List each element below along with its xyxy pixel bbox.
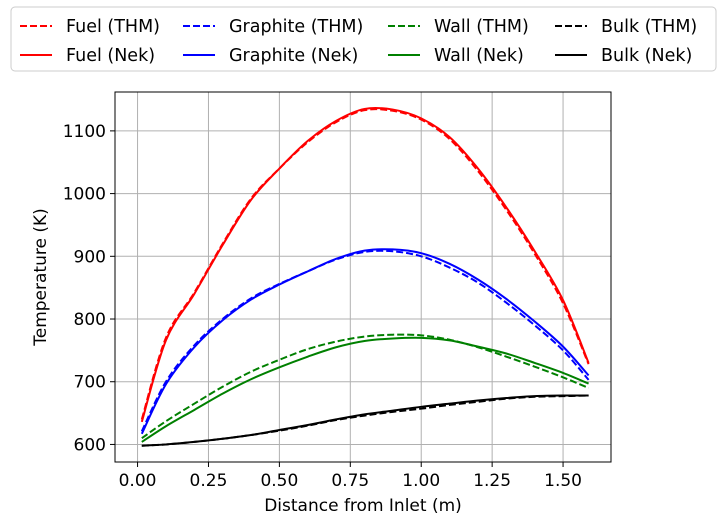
legend-label-wall-nek: Wall (Nek) bbox=[434, 46, 524, 66]
series-line-bulk-nek bbox=[141, 394, 589, 447]
legend-label-fuel-thm: Fuel (THM) bbox=[66, 17, 160, 37]
y-axis: 600 700 800 900 1000 1100 bbox=[63, 122, 115, 455]
legend-label-graphite-thm: Graphite (THM) bbox=[229, 17, 363, 37]
y-tick-label: 1000 bbox=[63, 185, 106, 205]
x-tick-label: 0.50 bbox=[260, 471, 298, 491]
series-line-graphite-thm bbox=[140, 249, 590, 432]
legend-label-fuel-nek: Fuel (Nek) bbox=[66, 46, 155, 66]
y-tick-label: 700 bbox=[74, 373, 106, 393]
x-tick-label: 0.75 bbox=[331, 471, 369, 491]
x-tick-label: 0.25 bbox=[190, 471, 228, 491]
x-tick-label: 1.50 bbox=[544, 471, 582, 491]
y-tick-label: 800 bbox=[74, 310, 106, 330]
series-line-graphite-nek bbox=[140, 248, 590, 435]
series-line-fuel-thm bbox=[140, 108, 590, 420]
legend-label-graphite-nek: Graphite (Nek) bbox=[229, 46, 358, 66]
legend-label-wall-thm: Wall (THM) bbox=[434, 17, 529, 37]
y-axis-label: Temperature (K) bbox=[31, 208, 51, 347]
legend-label-bulk-thm: Bulk (THM) bbox=[601, 17, 697, 37]
series-lines bbox=[140, 106, 590, 447]
x-tick-label: 1.00 bbox=[402, 471, 440, 491]
series-line-wall-thm bbox=[141, 333, 589, 439]
series-line-wall-nek bbox=[141, 336, 589, 443]
series-line-fuel-nek bbox=[140, 106, 590, 423]
y-tick-label: 900 bbox=[74, 247, 106, 267]
y-tick-label: 1100 bbox=[63, 122, 106, 142]
x-tick-label: 0.00 bbox=[119, 471, 157, 491]
x-tick-label: 1.25 bbox=[473, 471, 511, 491]
x-axis: 0.00 0.25 0.50 0.75 1.00 1.25 1.50 bbox=[119, 462, 582, 491]
y-tick-label: 600 bbox=[74, 435, 106, 455]
plot-frame bbox=[114, 91, 612, 463]
grid bbox=[115, 92, 611, 462]
legend: Fuel (THM) Fuel (Nek) Graphite (THM) Graphi… bbox=[10, 6, 717, 72]
legend-label-bulk-nek: Bulk (Nek) bbox=[601, 46, 692, 66]
x-axis-label: Distance from Inlet (m) bbox=[264, 496, 462, 516]
